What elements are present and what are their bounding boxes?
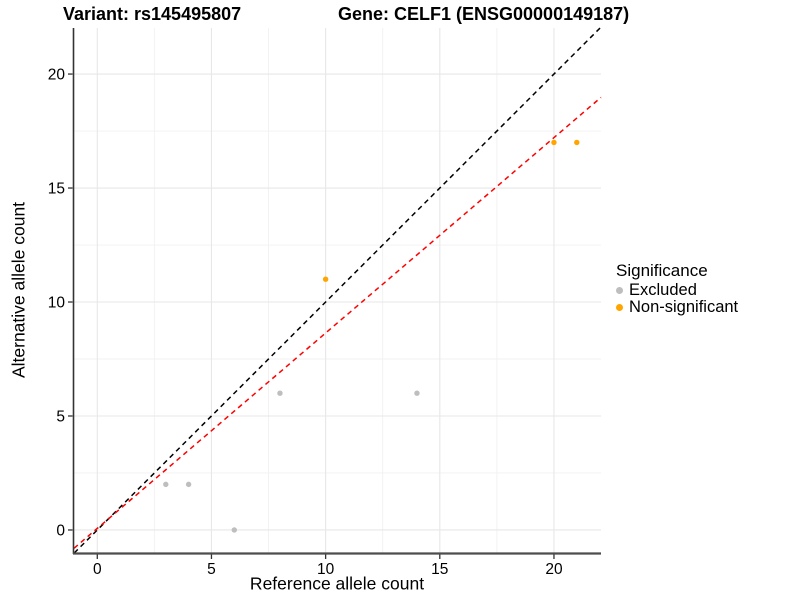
gene-title: Gene: CELF1 (ENSG00000149187) bbox=[338, 4, 630, 24]
x-tick-label: 15 bbox=[431, 561, 448, 578]
legend-item-label: Non-significant bbox=[629, 298, 739, 316]
fit-line bbox=[73, 96, 602, 549]
x-tick-label: 5 bbox=[207, 561, 216, 578]
y-tick-label: 5 bbox=[56, 408, 65, 425]
data-point-excluded bbox=[163, 481, 169, 488]
data-point-excluded bbox=[414, 390, 420, 396]
variant-title: Variant: rs145495807 bbox=[63, 4, 242, 24]
y-tick-label: 15 bbox=[48, 181, 65, 198]
x-tick-label: 0 bbox=[93, 561, 102, 578]
data-point-non-significant bbox=[551, 139, 557, 146]
legend-item-label: Excluded bbox=[629, 281, 697, 299]
data-point-non-significant bbox=[574, 139, 580, 146]
x-axis-title: Reference allele count bbox=[249, 573, 425, 594]
y-tick-label: 20 bbox=[48, 67, 66, 84]
x-tick-label: 20 bbox=[545, 561, 563, 578]
data-point-excluded bbox=[185, 481, 192, 488]
non-significant-dot-icon bbox=[616, 304, 623, 311]
legend-item-non-significant: Non-significant bbox=[616, 298, 739, 316]
y-tick-label: 0 bbox=[56, 522, 65, 539]
x-tick-label: 10 bbox=[317, 561, 335, 578]
data-point-excluded bbox=[231, 527, 237, 533]
y-axis-title: Alternative allele count bbox=[8, 201, 29, 379]
legend-title: Significance bbox=[616, 261, 708, 280]
legend-item-excluded: Excluded bbox=[616, 281, 738, 299]
legend: Significance Excluded Non-significant bbox=[616, 261, 738, 316]
y-tick-label: 10 bbox=[48, 295, 66, 312]
data-point-non-significant bbox=[322, 276, 329, 282]
data-point-excluded bbox=[277, 390, 283, 396]
excluded-dot-icon bbox=[616, 287, 623, 294]
identity-line bbox=[73, 27, 601, 554]
